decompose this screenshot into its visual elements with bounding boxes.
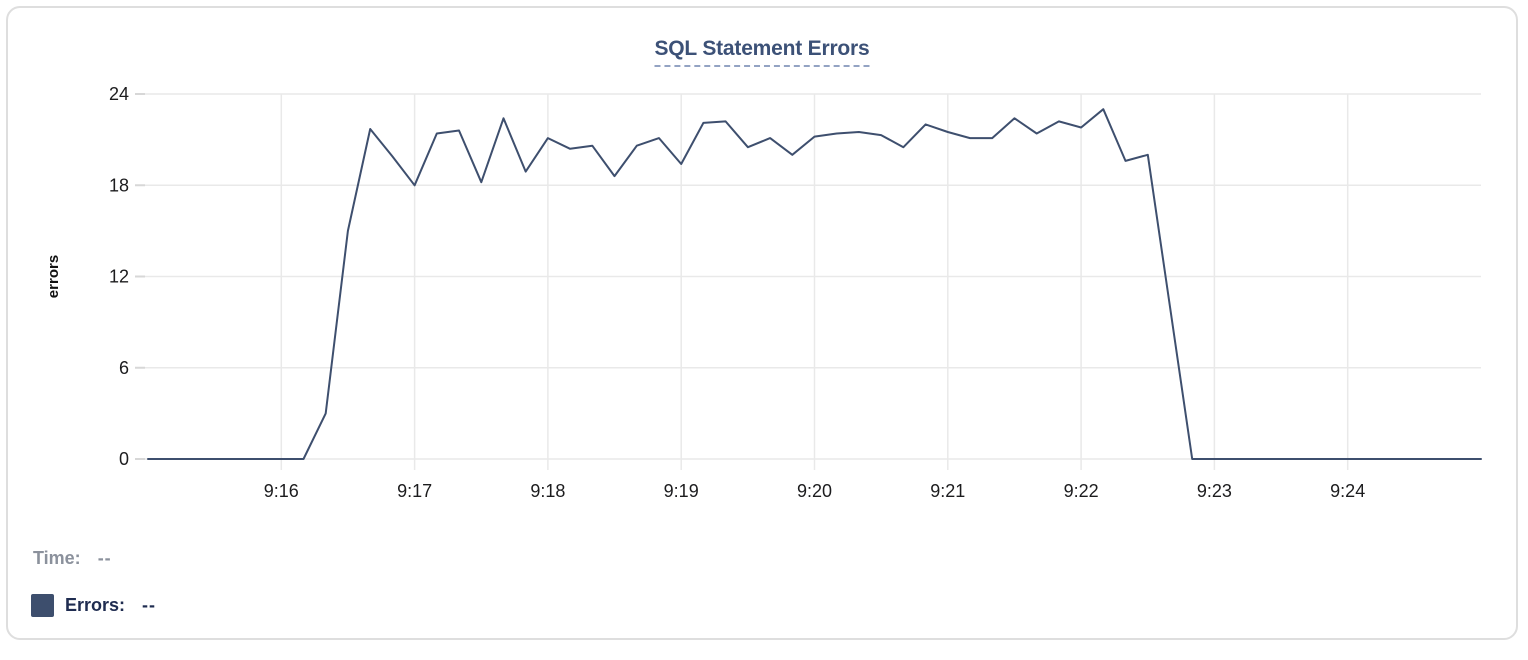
y-tick-label: 0	[119, 449, 129, 469]
legend-errors-label: Errors:	[65, 595, 126, 615]
y-tick-label: 12	[109, 267, 129, 287]
tooltip-time-value: --	[97, 548, 112, 568]
x-tick-label: 9:22	[1064, 481, 1099, 501]
y-tick-label: 6	[119, 358, 129, 378]
legend-errors-row[interactable]: Errors: --	[31, 594, 156, 617]
tooltip-errors-value: --	[142, 595, 157, 615]
x-tick-label: 9:24	[1330, 481, 1365, 501]
y-tick-label: 18	[109, 175, 129, 195]
errors-line-chart[interactable]: 0 6 12 18 24 9:16 9:17 9:18 9:19 9:20 9:21 9:22 9:23…	[8, 8, 1528, 660]
x-tick-label: 9:18	[530, 481, 565, 501]
tooltip-time-row: Time: --	[33, 548, 112, 569]
x-tick-label: 9:19	[664, 481, 699, 501]
tooltip-time-label: Time:	[33, 548, 81, 568]
x-tick-label: 9:16	[264, 481, 299, 501]
x-tick-label: 9:17	[397, 481, 432, 501]
y-tick-label: 24	[109, 84, 129, 104]
errors-series-swatch	[31, 594, 54, 617]
chart-title[interactable]: SQL Statement Errors	[654, 37, 870, 67]
x-tick-label: 9:20	[797, 481, 832, 501]
y-axis-title: errors	[45, 255, 62, 298]
chart-card: SQL Statement Errors 0 6 12 18 24 9:16 9:17 9:1…	[6, 6, 1518, 640]
x-tick-label: 9:21	[930, 481, 965, 501]
errors-series-line	[147, 108, 1482, 460]
x-tick-label: 9:23	[1197, 481, 1232, 501]
